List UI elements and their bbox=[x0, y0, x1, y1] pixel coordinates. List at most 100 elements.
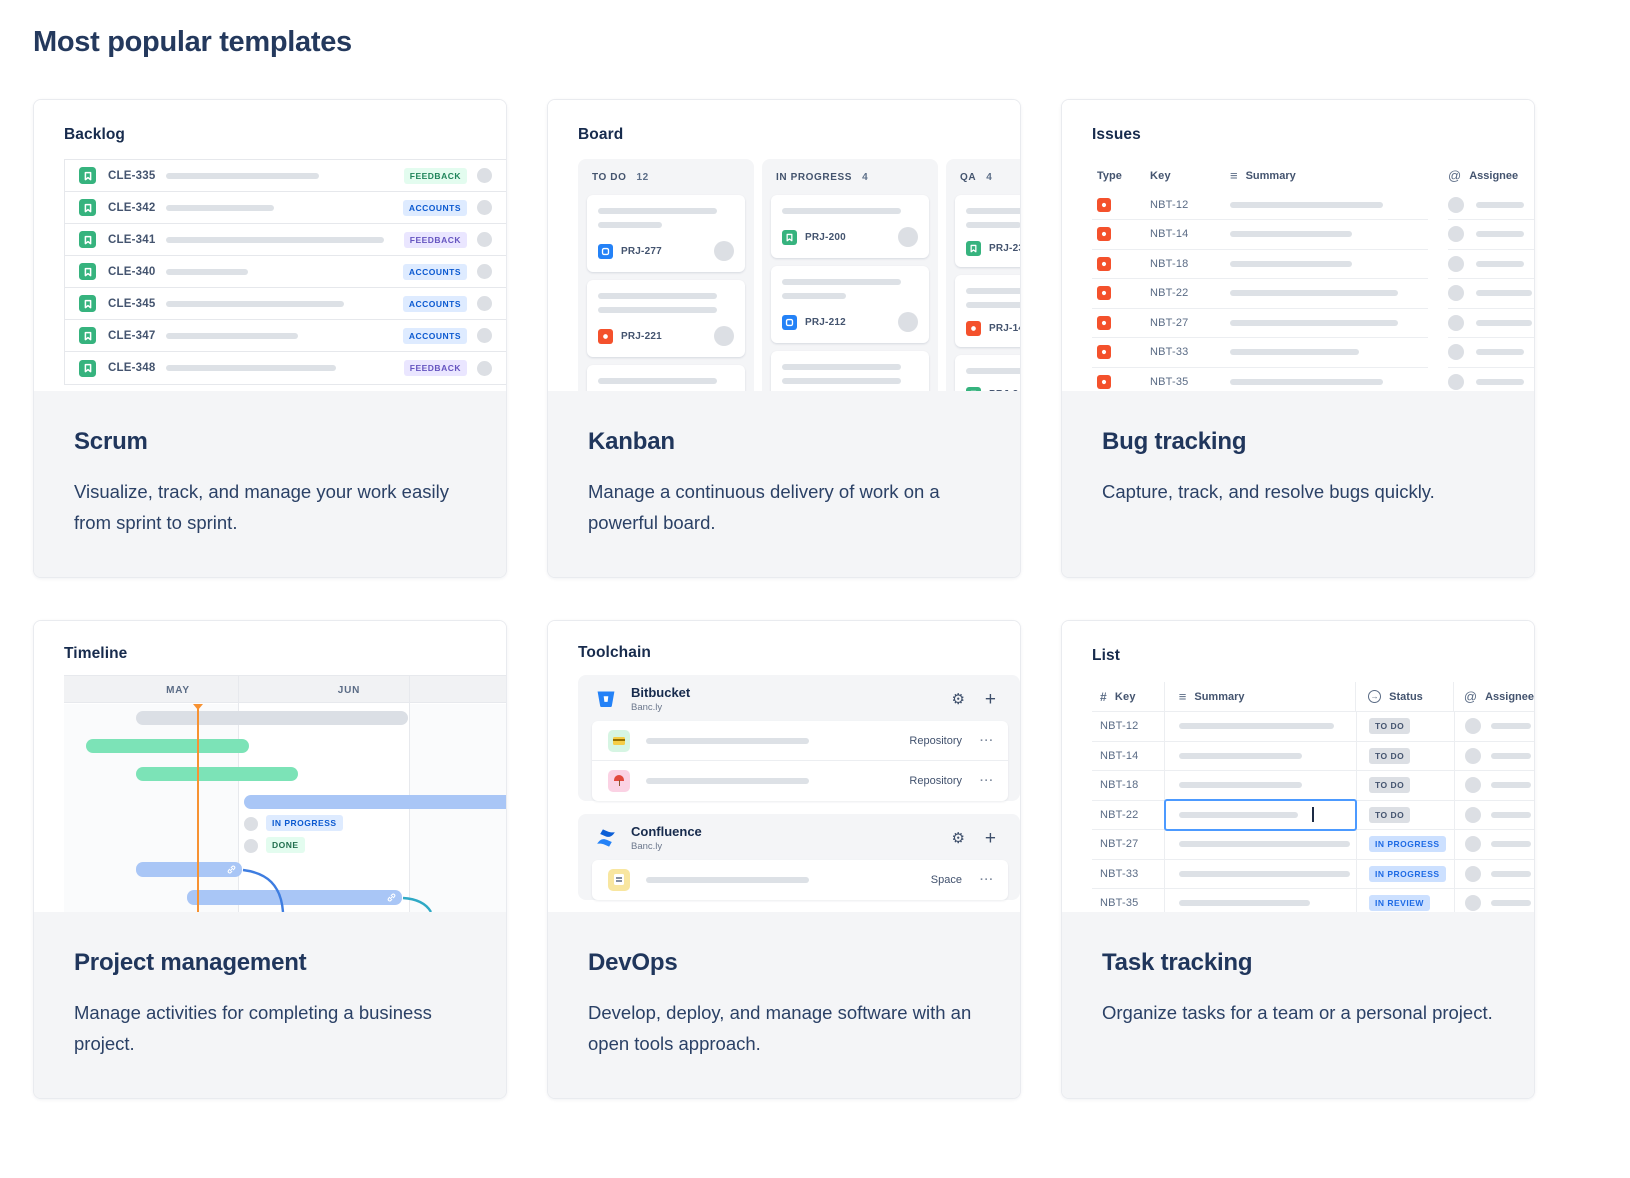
scrum-preview: Backlog CLE-335 FEEDBACK CLE-342 ACCOUNT… bbox=[34, 100, 506, 391]
avatar bbox=[1465, 747, 1481, 764]
month-label: JUL bbox=[491, 685, 506, 696]
at-sign-icon: @ bbox=[1448, 168, 1462, 184]
template-card-project-management[interactable]: Timeline MAY JUN JUL IN PROGRESS DONE bbox=[33, 620, 507, 1099]
month-label: JUN bbox=[337, 685, 361, 696]
issue-key: PRJ-146 bbox=[989, 323, 1020, 334]
gantt-bar-linked bbox=[136, 862, 242, 877]
plus-icon: + bbox=[984, 688, 996, 710]
avatar bbox=[1448, 196, 1464, 213]
col-header-assignee: Assignee bbox=[1485, 690, 1534, 703]
template-card-task-tracking[interactable]: List # Key ≡ Summary → Status @ Assignee NBT… bbox=[1061, 620, 1535, 1099]
template-description: Organize tasks for a team or a personal … bbox=[1102, 1002, 1493, 1023]
summary-lines-icon: ≡ bbox=[1230, 168, 1238, 184]
template-description: Manage a continuous delivery of work on … bbox=[588, 481, 940, 533]
board-card: PRJ-236 bbox=[955, 195, 1020, 267]
summary-placeholder-bar bbox=[166, 236, 384, 243]
column-name: IN PROGRESS bbox=[776, 172, 853, 183]
status-arrow-icon: → bbox=[1368, 690, 1382, 703]
col-header-key: Key bbox=[1114, 690, 1136, 703]
epic-tag: FEEDBACK bbox=[403, 167, 467, 184]
template-card-bug-tracking[interactable]: Issues Type Key ≡ Summary @ Assignee bbox=[1061, 99, 1535, 578]
story-icon bbox=[79, 359, 96, 377]
issue-key: NBT-14 bbox=[1150, 228, 1189, 241]
toolchain-preview: Toolchain Bitbucket Banc.ly ⚙ + bbox=[548, 621, 1020, 912]
issue-row: NBT-18 bbox=[1092, 250, 1534, 279]
list-header-row: # Key ≡ Summary → Status @ Assignee bbox=[1092, 682, 1534, 712]
summary-placeholder-bar bbox=[166, 300, 344, 307]
backlog-row: CLE-335 FEEDBACK bbox=[65, 160, 506, 192]
issue-row: NBT-35 bbox=[1092, 368, 1534, 392]
avatar bbox=[1465, 865, 1481, 882]
template-title: Task tracking bbox=[1102, 949, 1253, 976]
bug-icon bbox=[1097, 374, 1111, 389]
gantt-bar-linked bbox=[187, 890, 402, 905]
summary-edit-cell[interactable] bbox=[1164, 798, 1357, 831]
timeline-preview-title: Timeline bbox=[64, 645, 128, 662]
list-preview: List # Key ≡ Summary → Status @ Assignee NBT… bbox=[1062, 621, 1534, 912]
status-chip: IN PROGRESS bbox=[1369, 836, 1446, 853]
story-icon bbox=[79, 263, 96, 280]
avatar bbox=[244, 839, 258, 853]
bug-icon bbox=[966, 321, 981, 336]
template-title: Kanban bbox=[588, 428, 675, 455]
summary-placeholder-bar bbox=[166, 365, 336, 371]
template-description: Develop, deploy, and manage software wit… bbox=[588, 1002, 972, 1054]
text-cursor bbox=[1312, 807, 1314, 823]
gantt-bar-done bbox=[86, 739, 249, 753]
list-row: NBT-18 TO DO bbox=[1092, 771, 1534, 801]
issues-table: Type Key ≡ Summary @ Assignee NBT-12 bbox=[1092, 161, 1534, 391]
template-card-scrum[interactable]: Backlog CLE-335 FEEDBACK CLE-342 ACCOUNT… bbox=[33, 99, 507, 578]
epic-tag: ACCOUNTS bbox=[402, 263, 467, 280]
status-chip: TO DO bbox=[1369, 806, 1411, 823]
backlog-row: CLE-347 ACCOUNTS bbox=[65, 320, 506, 352]
template-card-devops[interactable]: Toolchain Bitbucket Banc.ly ⚙ + bbox=[547, 620, 1021, 1099]
issue-row: NBT-27 bbox=[1092, 309, 1534, 338]
timeline-preview: Timeline MAY JUN JUL IN PROGRESS DONE bbox=[34, 621, 506, 912]
issue-key: NBT-22 bbox=[1092, 800, 1165, 830]
issues-preview: Issues Type Key ≡ Summary @ Assignee bbox=[1062, 100, 1534, 391]
board-columns: TO DO 12 PRJ-277 bbox=[578, 159, 1020, 391]
toolchain-row: Repository ··· bbox=[592, 721, 1008, 761]
status-chip: TO DO bbox=[1369, 747, 1411, 764]
tool-name: Confluence bbox=[631, 824, 702, 839]
template-description: Visualize, track, and manage your work e… bbox=[74, 481, 449, 533]
confluence-icon bbox=[592, 825, 619, 852]
avatar bbox=[1448, 226, 1464, 243]
status-chip: TO DO bbox=[1369, 718, 1411, 735]
avatar bbox=[714, 241, 734, 261]
templates-grid: Backlog CLE-335 FEEDBACK CLE-342 ACCOUNT… bbox=[33, 99, 1535, 1099]
story-icon bbox=[966, 387, 981, 391]
today-marker-line bbox=[197, 704, 199, 912]
beach-emoji-icon bbox=[608, 770, 630, 792]
avatar bbox=[1448, 373, 1464, 390]
issue-key: CLE-345 bbox=[108, 297, 156, 310]
col-header-summary: Summary bbox=[1245, 169, 1296, 182]
epic-tag: ACCOUNTS bbox=[402, 295, 467, 312]
bug-icon bbox=[1097, 227, 1111, 242]
issue-key: PRJ-236 bbox=[989, 243, 1020, 254]
task-tracking-card-footer: Task tracking Organize tasks for a team … bbox=[1062, 912, 1534, 1098]
template-title: DevOps bbox=[588, 949, 678, 976]
bug-icon bbox=[1097, 286, 1111, 301]
summary-placeholder-bar bbox=[166, 332, 298, 339]
row-type-label: Space bbox=[930, 874, 962, 886]
issue-row: NBT-12 bbox=[1092, 191, 1534, 220]
avatar bbox=[1448, 344, 1464, 361]
gear-icon: ⚙ bbox=[951, 690, 965, 708]
summary-placeholder-bar bbox=[166, 172, 319, 179]
row-type-label: Repository bbox=[909, 775, 962, 787]
avatar bbox=[477, 264, 492, 279]
issue-key: NBT-27 bbox=[1150, 316, 1189, 329]
story-icon bbox=[79, 231, 96, 248]
more-actions-icon: ··· bbox=[980, 775, 994, 787]
issue-key: PRJ-221 bbox=[621, 330, 662, 342]
summary-placeholder-bar bbox=[166, 268, 248, 275]
col-header-type: Type bbox=[1097, 169, 1122, 182]
template-card-kanban[interactable]: Board TO DO 12 PRJ-277 bbox=[547, 99, 1021, 578]
status-chip-inprogress: IN PROGRESS bbox=[266, 815, 343, 831]
avatar bbox=[477, 232, 492, 247]
board-card: PRJ-213 bbox=[771, 351, 929, 391]
toolchain-preview-title: Toolchain bbox=[578, 644, 651, 661]
avatar bbox=[477, 328, 492, 343]
issue-key: CLE-347 bbox=[108, 329, 156, 342]
